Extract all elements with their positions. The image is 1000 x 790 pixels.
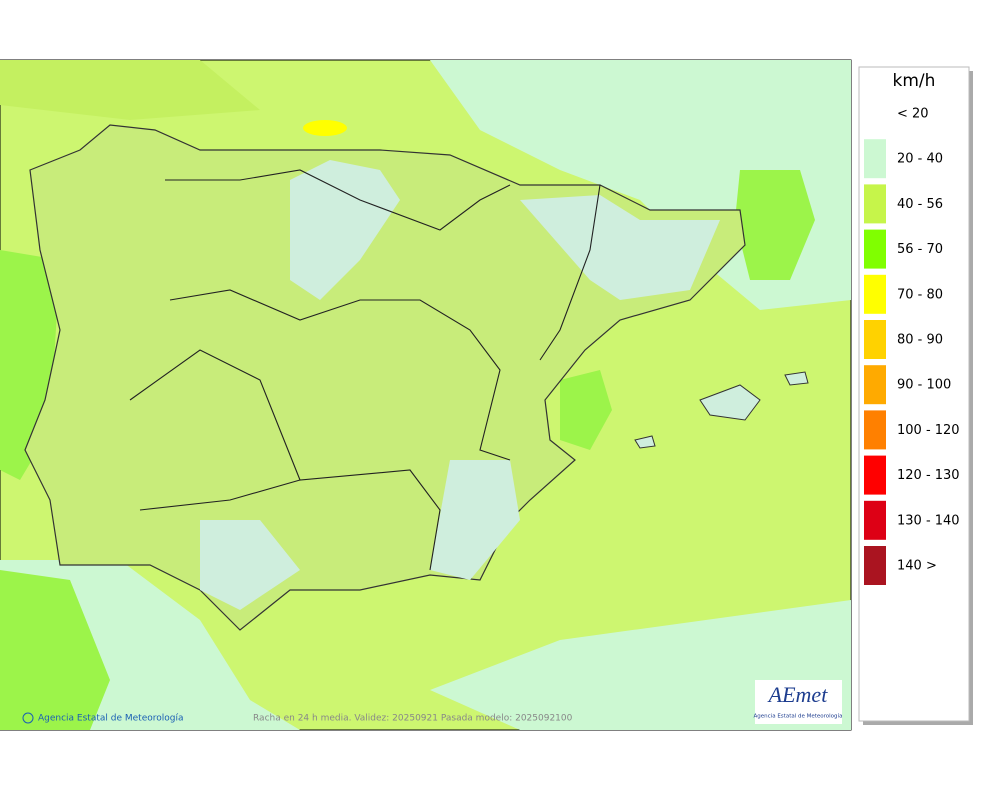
logo-subtitle: Agencia Estatal de Meteorología [754, 713, 843, 720]
legend-items: < 20 20 - 40 40 - 56 56 - 70 70 - 80 80 - 90 9… [864, 107, 960, 585]
legend-label: 70 - 80 [897, 287, 943, 302]
legend-swatch [864, 274, 886, 314]
wind-zone [735, 170, 815, 280]
legend-label: 40 - 56 [897, 197, 943, 212]
legend-label: 90 - 100 [897, 378, 951, 393]
light-zone [520, 195, 720, 300]
credit: Agencia Estatal de Meteorología [38, 714, 184, 724]
legend-swatch [864, 320, 886, 359]
legend-swatch [864, 184, 886, 224]
light-zone [200, 520, 300, 610]
legend-swatch [864, 455, 886, 495]
legend-label: 20 - 40 [897, 152, 943, 167]
logo-box [755, 680, 842, 724]
logo: AEmet [767, 682, 829, 707]
wind-zone [0, 570, 110, 730]
light-zone [290, 160, 400, 300]
region-borders [129, 169, 601, 571]
light-zone [430, 460, 520, 580]
legend-swatch [864, 546, 886, 585]
copyright-icon [22, 712, 34, 724]
legend-label: < 20 [897, 107, 929, 122]
legend-label: 56 - 70 [897, 242, 943, 257]
island [699, 384, 761, 421]
legend-swatch [864, 410, 886, 450]
island [784, 371, 809, 386]
legend-swatch [864, 229, 886, 269]
legend-label: 100 - 120 [897, 423, 960, 438]
wind-zone [0, 60, 260, 120]
legend-swatch [864, 365, 886, 405]
island [634, 435, 656, 449]
legend-label: 120 - 130 [897, 468, 960, 483]
caption: Racha en 24 h media. Validez: 20250921 P… [253, 714, 573, 724]
legend-label: 140 > [897, 559, 937, 574]
legend-title: km/h [893, 71, 936, 91]
wind-zone [303, 120, 347, 136]
wind-zone [560, 370, 612, 450]
legend-label: 130 - 140 [897, 513, 960, 528]
light-zone [430, 600, 851, 730]
legend-label: 80 - 90 [897, 333, 943, 348]
legend-swatch [864, 500, 886, 540]
legend-swatch [864, 139, 886, 179]
